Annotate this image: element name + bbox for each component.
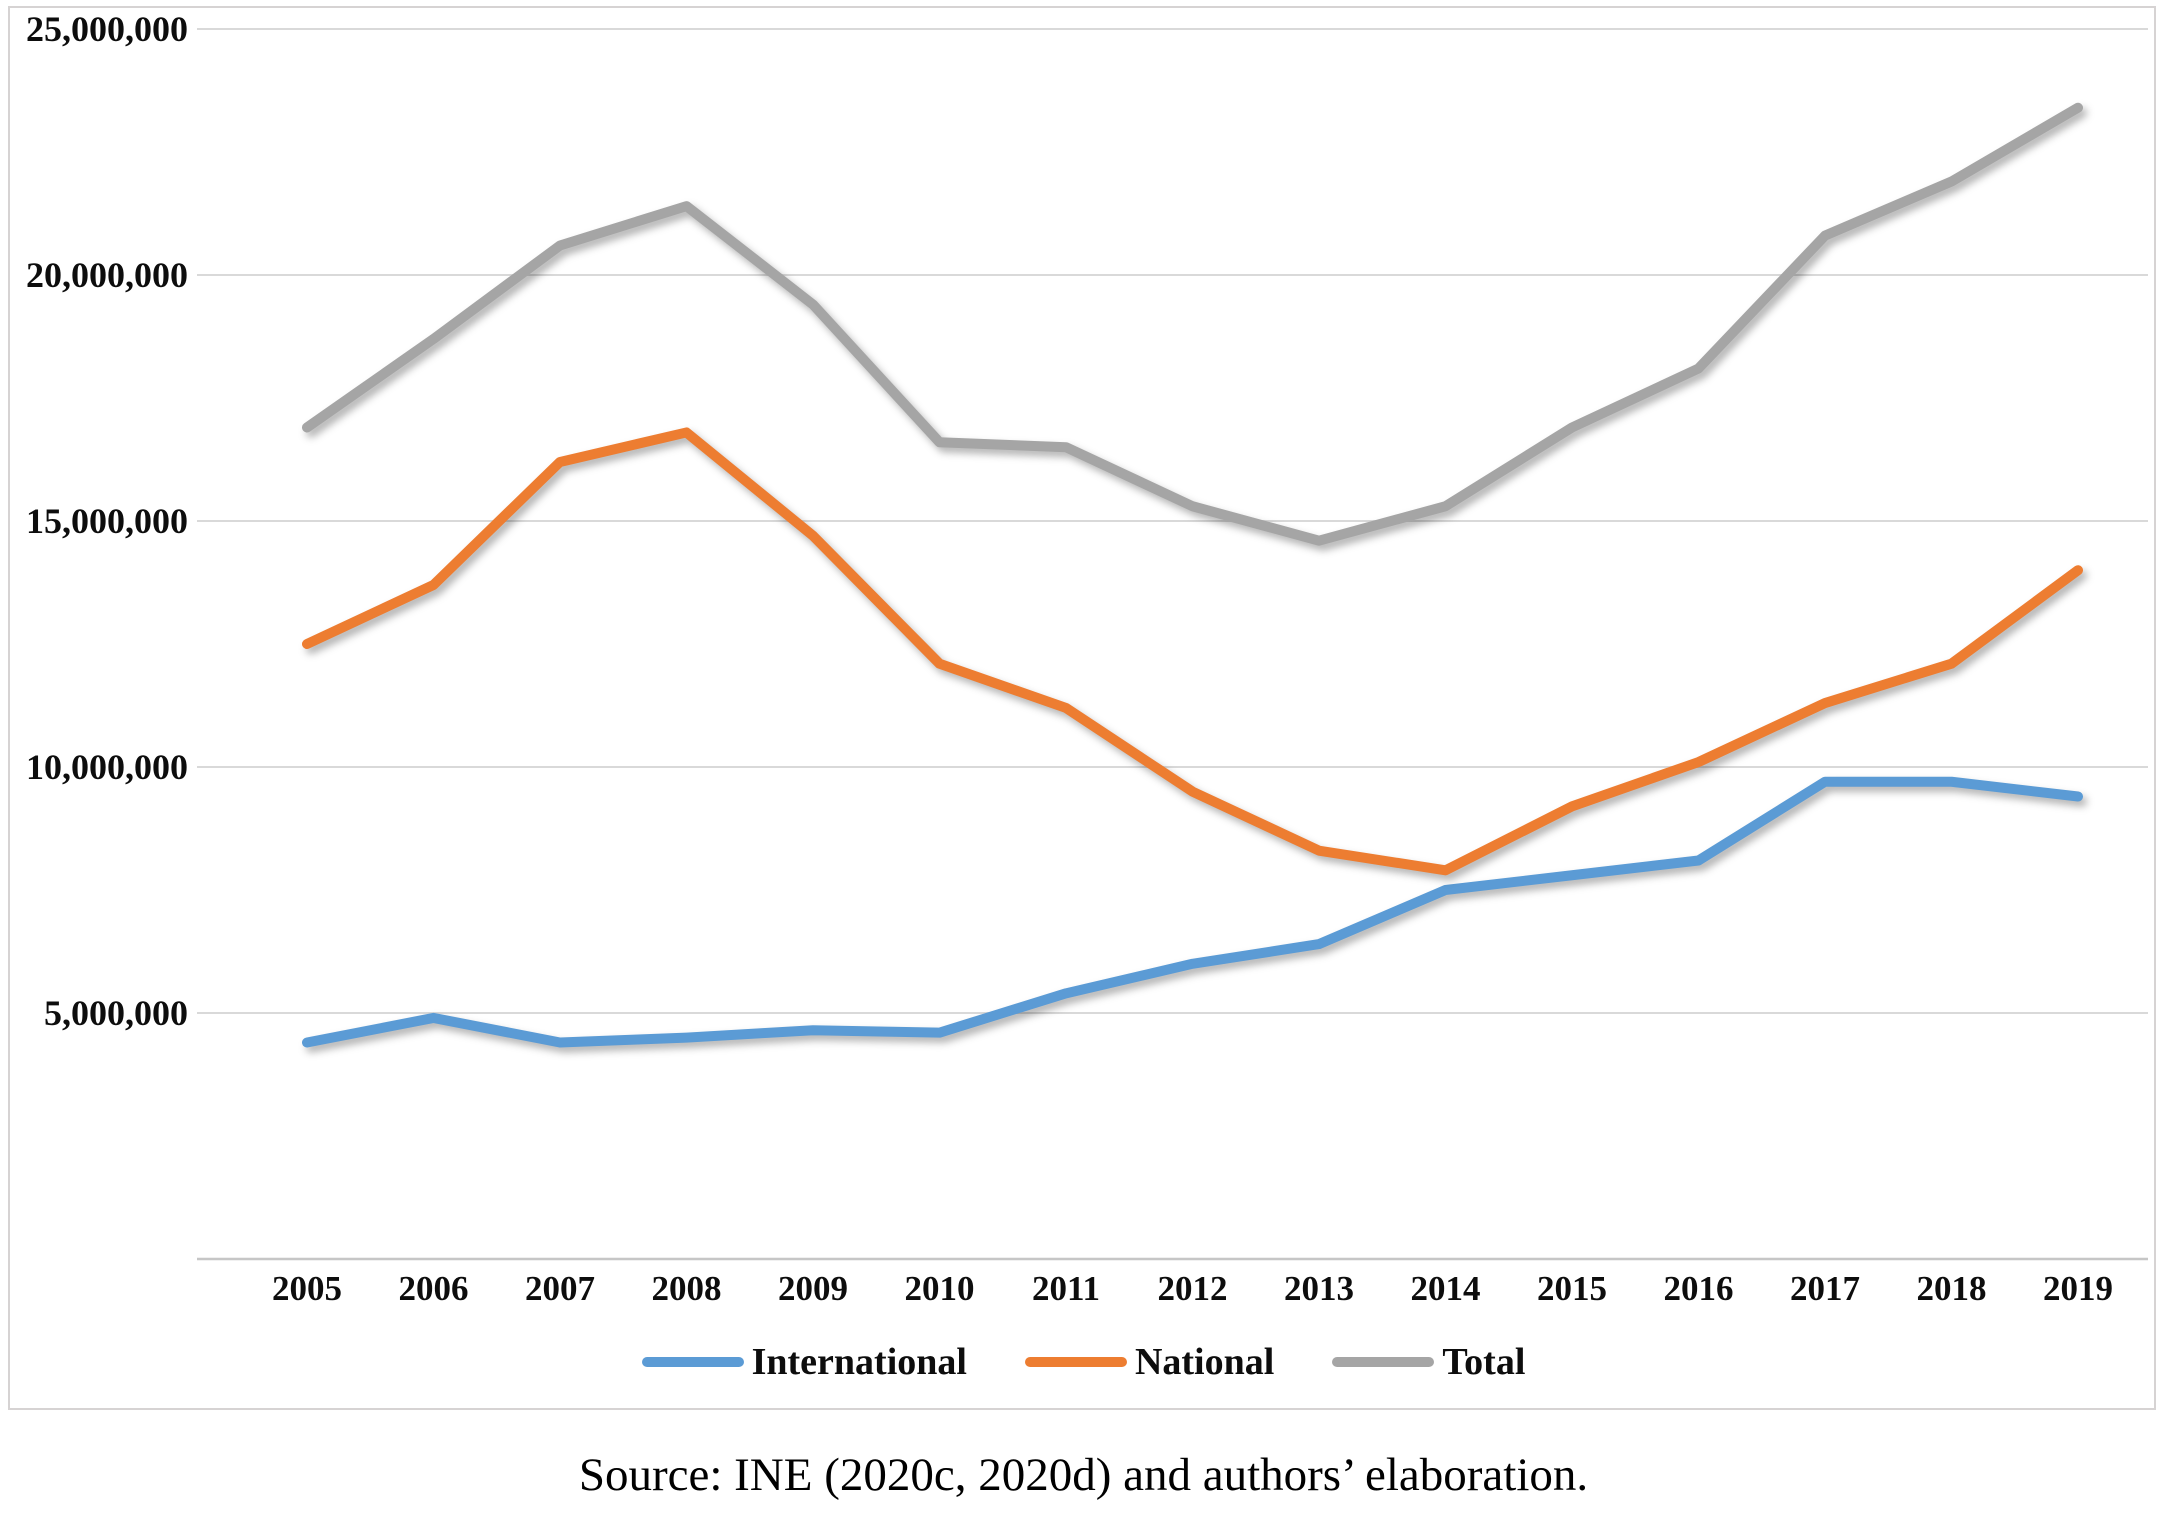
x-tick-label: 2008	[651, 1269, 722, 1308]
legend-label: Total	[1442, 1341, 1526, 1383]
x-tick-label: 2013	[1284, 1269, 1354, 1308]
x-tick-label: 2006	[398, 1269, 469, 1308]
legend-dash-icon	[1332, 1357, 1435, 1367]
series-line-international	[302, 776, 2083, 1048]
x-tick-label: 2015	[1537, 1269, 1607, 1308]
legend: International National Total	[0, 1340, 2167, 1384]
x-tick-label: 2009	[778, 1269, 848, 1308]
source-note: Source: INE (2020c, 2020d) and authors’ …	[578, 1449, 1589, 1501]
legend-item-total: Total	[1332, 1340, 1525, 1384]
legend-dash-icon	[1024, 1357, 1127, 1367]
chart-frame	[8, 6, 2156, 1410]
legend-dash-icon	[641, 1357, 744, 1367]
x-tick-label: 2005	[272, 1269, 342, 1308]
x-tick-label: 2011	[1031, 1269, 1101, 1308]
x-tick-label: 2012	[1157, 1269, 1228, 1308]
x-tick-label: 2016	[1663, 1269, 1734, 1308]
y-tick-label: 25,000,000	[26, 9, 188, 49]
legend-label: International	[751, 1341, 967, 1383]
x-tick-label: 2014	[1410, 1269, 1481, 1308]
x-tick-label: 2019	[2043, 1269, 2113, 1308]
series-line-total	[302, 102, 2083, 546]
y-tick-label: 15,000,000	[26, 501, 188, 541]
legend-item-national: National	[1024, 1340, 1275, 1384]
legend-label: National	[1134, 1341, 1275, 1383]
series-line-national	[302, 427, 2083, 876]
x-tick-label: 2017	[1790, 1269, 1860, 1308]
x-tick-label: 2010	[904, 1269, 975, 1308]
legend-item-international: International	[641, 1340, 967, 1384]
x-tick-label: 2018	[1916, 1269, 1987, 1308]
x-tick-label: 2007	[525, 1269, 595, 1308]
y-tick-label: 20,000,000	[26, 255, 188, 295]
y-tick-label: 10,000,000	[26, 747, 188, 787]
y-tick-label: 5,000,000	[44, 993, 188, 1033]
